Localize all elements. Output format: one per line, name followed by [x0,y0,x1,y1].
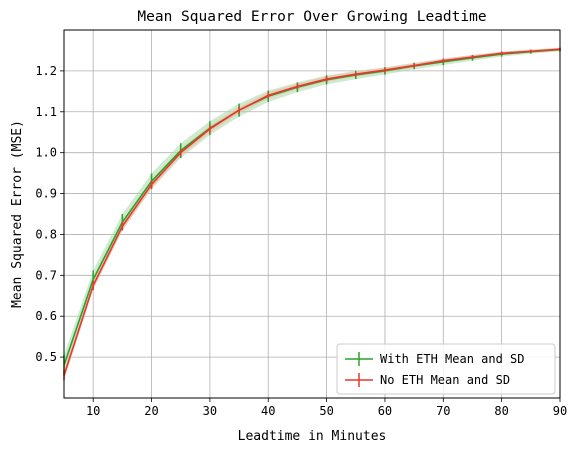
x-axis-title: Leadtime in Minutes [238,429,387,444]
y-axis-title: Mean Squared Error (MSE) [10,120,25,308]
y-tick-label: 1.0 [35,146,57,160]
y-tick-label: 0.8 [35,227,57,241]
chart-title: Mean Squared Error Over Growing Leadtime [137,9,486,25]
x-axis: 10 20 30 40 50 60 70 80 90 [86,398,567,418]
x-tick-label: 20 [144,404,158,418]
y-tick-label: 0.7 [35,268,57,282]
x-tick-label: 60 [378,404,392,418]
series-line-2 [63,48,561,376]
y-tick-label: 0.5 [35,350,57,364]
y-tick-label: 1.2 [35,64,57,78]
legend-label: No ETH Mean and SD [380,373,510,387]
y-tick-label: 0.6 [35,309,57,323]
sd-band-2 [64,47,560,381]
sd-bands [64,47,560,381]
legend-label: With ETH Mean and SD [380,352,525,366]
grid [64,30,561,398]
plot-frame [63,29,561,399]
x-tick-label: 90 [553,404,567,418]
y-tick-label: 0.9 [35,187,57,201]
y-tick-label: 1.1 [35,105,57,119]
x-tick-label: 10 [86,404,100,418]
x-tick-label: 80 [494,404,508,418]
sd-band-1 [64,47,560,376]
x-tick-label: 40 [261,404,275,418]
x-tick-label: 70 [436,404,450,418]
x-tick-label: 30 [203,404,217,418]
legend: With ETH Mean and SD No ETH Mean and SD [336,343,556,395]
y-axis: 0.5 0.6 0.7 0.8 0.9 1.0 1.1 1.2 [35,64,64,364]
legend-box [336,343,556,395]
x-tick-label: 50 [319,404,333,418]
series-group [63,47,561,381]
